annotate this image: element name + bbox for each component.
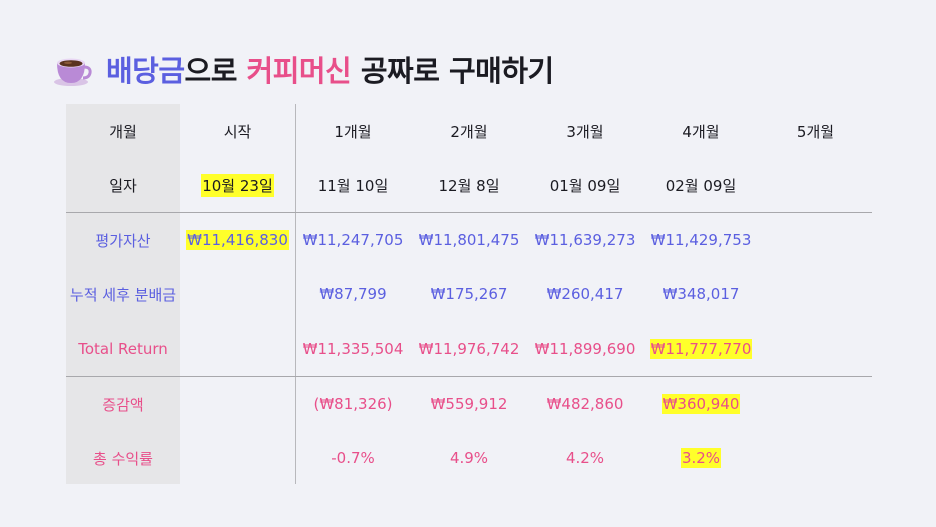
asset-month-2: ₩11,801,475 [418,231,520,249]
yield-month-5 [759,431,872,485]
header-month-4: 4개월 [682,122,720,141]
total-return-month-5 [759,322,872,376]
date-month-5 [759,158,872,212]
months-row: 개월 시작 1개월 2개월 3개월 4개월 5개월 [66,104,872,158]
yield-row: 총 수익률 -0.7% 4.9% 4.2% 3.2% [66,431,872,485]
change-month-5 [759,377,872,431]
header-month-2: 2개월 [450,122,488,141]
label-column [66,104,180,484]
total-return-month-3: ₩11,899,690 [534,340,636,358]
yield-month-3: 4.2% [565,449,605,467]
column-divider [295,104,296,484]
change-month-4: ₩360,940 [643,377,759,431]
asset-month-1: ₩11,247,705 [302,231,404,249]
dividends-month-4: ₩348,017 [662,285,740,303]
header-month-1: 1개월 [334,122,372,141]
title-coffee-machine: 커피머신 [246,54,352,88]
date-month-2: 12월 8일 [438,176,500,195]
change-month-3: ₩482,860 [546,395,624,413]
total-return-month-4-value: ₩11,777,770 [649,339,753,359]
header-start: 시작 [223,122,252,141]
title-dividend: 배당금 [106,54,185,88]
dividends-start [180,267,295,321]
asset-row: 평가자산 ₩11,416,830 ₩11,247,705 ₩11,801,475… [66,213,872,267]
title-row: 배당금으로 커피머신 공짜로 구매하기 [52,44,554,94]
yield-month-1: -0.7% [331,449,375,467]
dividends-month-2: ₩175,267 [430,285,508,303]
date-month-3: 01월 09일 [549,176,621,195]
asset-start-value: ₩11,416,830 [186,230,289,250]
header-label-months: 개월 [109,122,137,141]
dividends-month-1: ₩87,799 [319,285,387,303]
dividend-table: 개월 시작 1개월 2개월 3개월 4개월 5개월 일자 10월 23일 11월… [66,104,872,484]
date-start-value: 10월 23일 [201,173,274,197]
yield-month-4-value: 3.2% [680,448,722,468]
yield-month-2: 4.9% [449,449,489,467]
total-return-start [180,322,295,376]
header-divider [66,212,872,213]
dividends-month-3: ₩260,417 [546,285,624,303]
yield-start [180,431,295,485]
dividends-row: 누적 세후 분배금 ₩87,799 ₩175,267 ₩260,417 ₩348… [66,267,872,321]
asset-month-3: ₩11,639,273 [534,231,636,249]
title-connector: 으로 [184,54,247,88]
change-start [180,377,295,431]
total-return-label: Total Return [78,340,168,358]
asset-label: 평가자산 [95,231,151,250]
header-month-5: 5개월 [796,122,835,141]
change-row: 증감액 (₩81,326) ₩559,912 ₩482,860 ₩360,940 [66,377,872,431]
total-return-month-4: ₩11,777,770 [643,322,759,376]
header-label-dates: 일자 [109,176,137,195]
change-month-2: ₩559,912 [430,395,508,413]
total-return-month-1: ₩11,335,504 [302,340,404,358]
dates-row: 일자 10월 23일 11월 10일 12월 8일 01월 09일 02월 09… [66,158,872,212]
header-month-3: 3개월 [566,122,604,141]
asset-start: ₩11,416,830 [180,213,295,267]
asset-month-4: ₩11,429,753 [650,231,752,249]
change-month-1: (₩81,326) [313,395,393,413]
yield-month-4: 3.2% [643,431,759,485]
coffee-cup-icon [54,58,92,86]
date-month-4: 02월 09일 [665,176,737,195]
date-month-1: 11월 10일 [317,176,389,195]
change-month-4-value: ₩360,940 [661,394,741,414]
dividends-month-5 [759,267,872,321]
title-rest: 공짜로 구매하기 [351,54,554,88]
page-title: 배당금으로 커피머신 공짜로 구매하기 [106,48,554,90]
yield-label: 총 수익률 [93,449,153,468]
date-start: 10월 23일 [180,158,295,212]
dividends-label: 누적 세후 분배금 [69,285,177,304]
total-return-row: Total Return ₩11,335,504 ₩11,976,742 ₩11… [66,322,872,376]
total-return-month-2: ₩11,976,742 [418,340,520,358]
section-divider [66,376,872,377]
asset-month-5 [759,213,872,267]
change-label: 증감액 [102,395,144,414]
